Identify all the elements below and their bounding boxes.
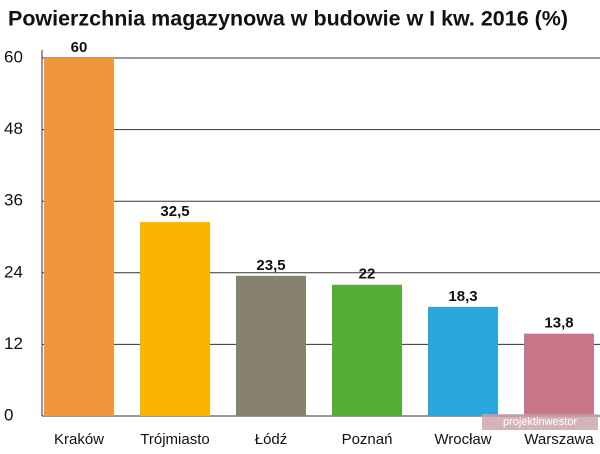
- x-tick-label: Trójmiasto: [140, 431, 209, 448]
- value-label: 18,3: [448, 288, 477, 305]
- bar: [236, 275, 306, 416]
- x-tick-label: Wrocław: [434, 431, 491, 448]
- y-tick-label: 48: [4, 119, 23, 138]
- x-tick-label: Warszawa: [524, 431, 594, 448]
- x-tick-label: Poznań: [342, 431, 393, 448]
- y-tick-label: 60: [4, 47, 23, 66]
- y-tick-label: 24: [4, 262, 23, 281]
- value-label: 22: [359, 266, 376, 283]
- bar: [524, 333, 594, 416]
- watermark: projektinwestor: [503, 416, 577, 428]
- chart-title: Powierzchnia magazynowa w budowie w I kw…: [8, 8, 568, 31]
- value-label: 60: [71, 39, 88, 56]
- y-tick-label: 36: [4, 191, 23, 210]
- value-label: 32,5: [160, 203, 189, 220]
- y-tick-label: 12: [4, 334, 23, 353]
- bar: [428, 306, 498, 416]
- watermark-box: [482, 414, 598, 430]
- x-tick-label: Łódź: [255, 431, 288, 448]
- bar: [140, 222, 210, 416]
- bar: [332, 284, 402, 416]
- bar: [44, 58, 114, 416]
- value-label: 23,5: [256, 257, 285, 274]
- x-tick-label: Kraków: [54, 431, 104, 448]
- value-label: 13,8: [544, 315, 573, 332]
- y-tick-label: 0: [4, 405, 13, 424]
